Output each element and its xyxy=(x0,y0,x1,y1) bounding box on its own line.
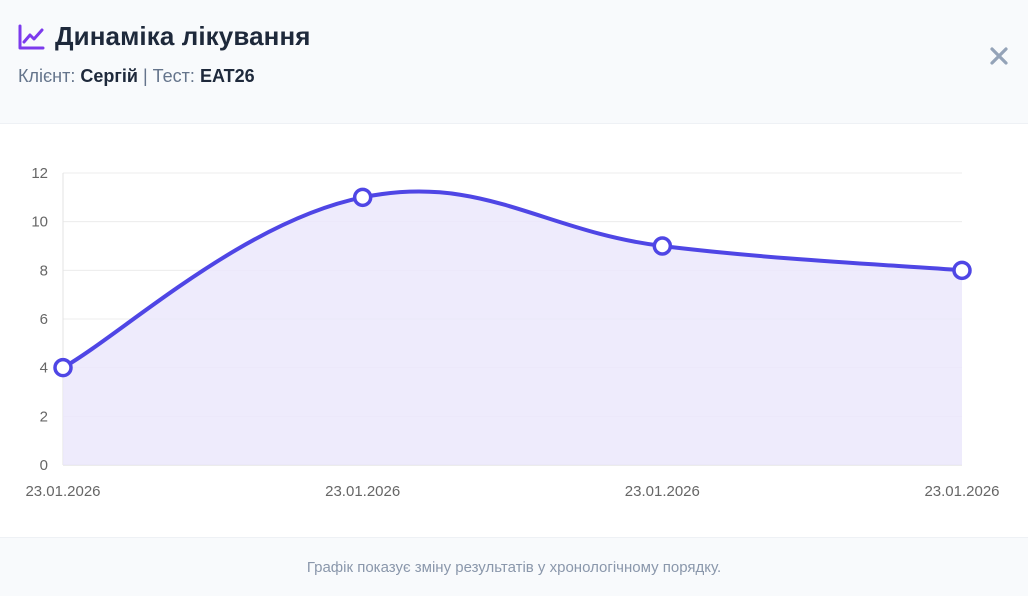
x-tick-label: 23.01.2026 xyxy=(325,483,400,500)
title-row: Динаміка лікування xyxy=(16,21,311,52)
line-chart: 0 2 4 6 8 10 12 23.01.2026 23.01.2026 23.01.2026 2… xyxy=(25,165,999,500)
footer-note: Графік показує зміну результатів у хроно… xyxy=(306,558,722,576)
client-label: Клієнт: xyxy=(18,66,76,86)
test-label: Тест: xyxy=(152,66,195,86)
y-tick-label: 12 xyxy=(31,165,48,182)
y-tick-label: 8 xyxy=(40,262,48,279)
test-name: EAT26 xyxy=(199,66,255,86)
y-tick-label: 6 xyxy=(40,311,48,328)
y-tick-label: 2 xyxy=(40,408,48,425)
modal-header: Динаміка лікування Клієнт: Сергій | Тест… xyxy=(0,0,1028,124)
x-tick-label: 23.01.2026 xyxy=(625,483,700,500)
close-button[interactable] xyxy=(984,41,1014,71)
x-tick-label: 23.01.2026 xyxy=(924,483,999,500)
series-line xyxy=(61,189,964,370)
data-point xyxy=(53,357,73,378)
chart-area: 0 2 4 6 8 10 12 23.01.2026 23.01.2026 23.01.2026 2… xyxy=(0,125,1028,537)
subtitle: Клієнт: Сергій | Тест: EAT26 xyxy=(18,66,255,87)
data-point xyxy=(352,187,373,208)
line-chart-icon xyxy=(18,24,45,49)
y-tick-label: 4 xyxy=(40,360,48,377)
data-point xyxy=(952,260,972,281)
separator: | xyxy=(142,66,148,86)
y-tick-label: 10 xyxy=(31,214,48,231)
client-name: Сергій xyxy=(80,66,138,86)
modal-footer: Графік показує зміну результатів у хроно… xyxy=(0,537,1028,596)
data-point xyxy=(652,236,673,256)
close-icon xyxy=(990,47,1008,65)
page-title: Динаміка лікування xyxy=(55,21,311,51)
series-area xyxy=(63,191,962,465)
x-tick-label: 23.01.2026 xyxy=(25,483,100,500)
y-tick-label: 0 xyxy=(40,457,48,474)
